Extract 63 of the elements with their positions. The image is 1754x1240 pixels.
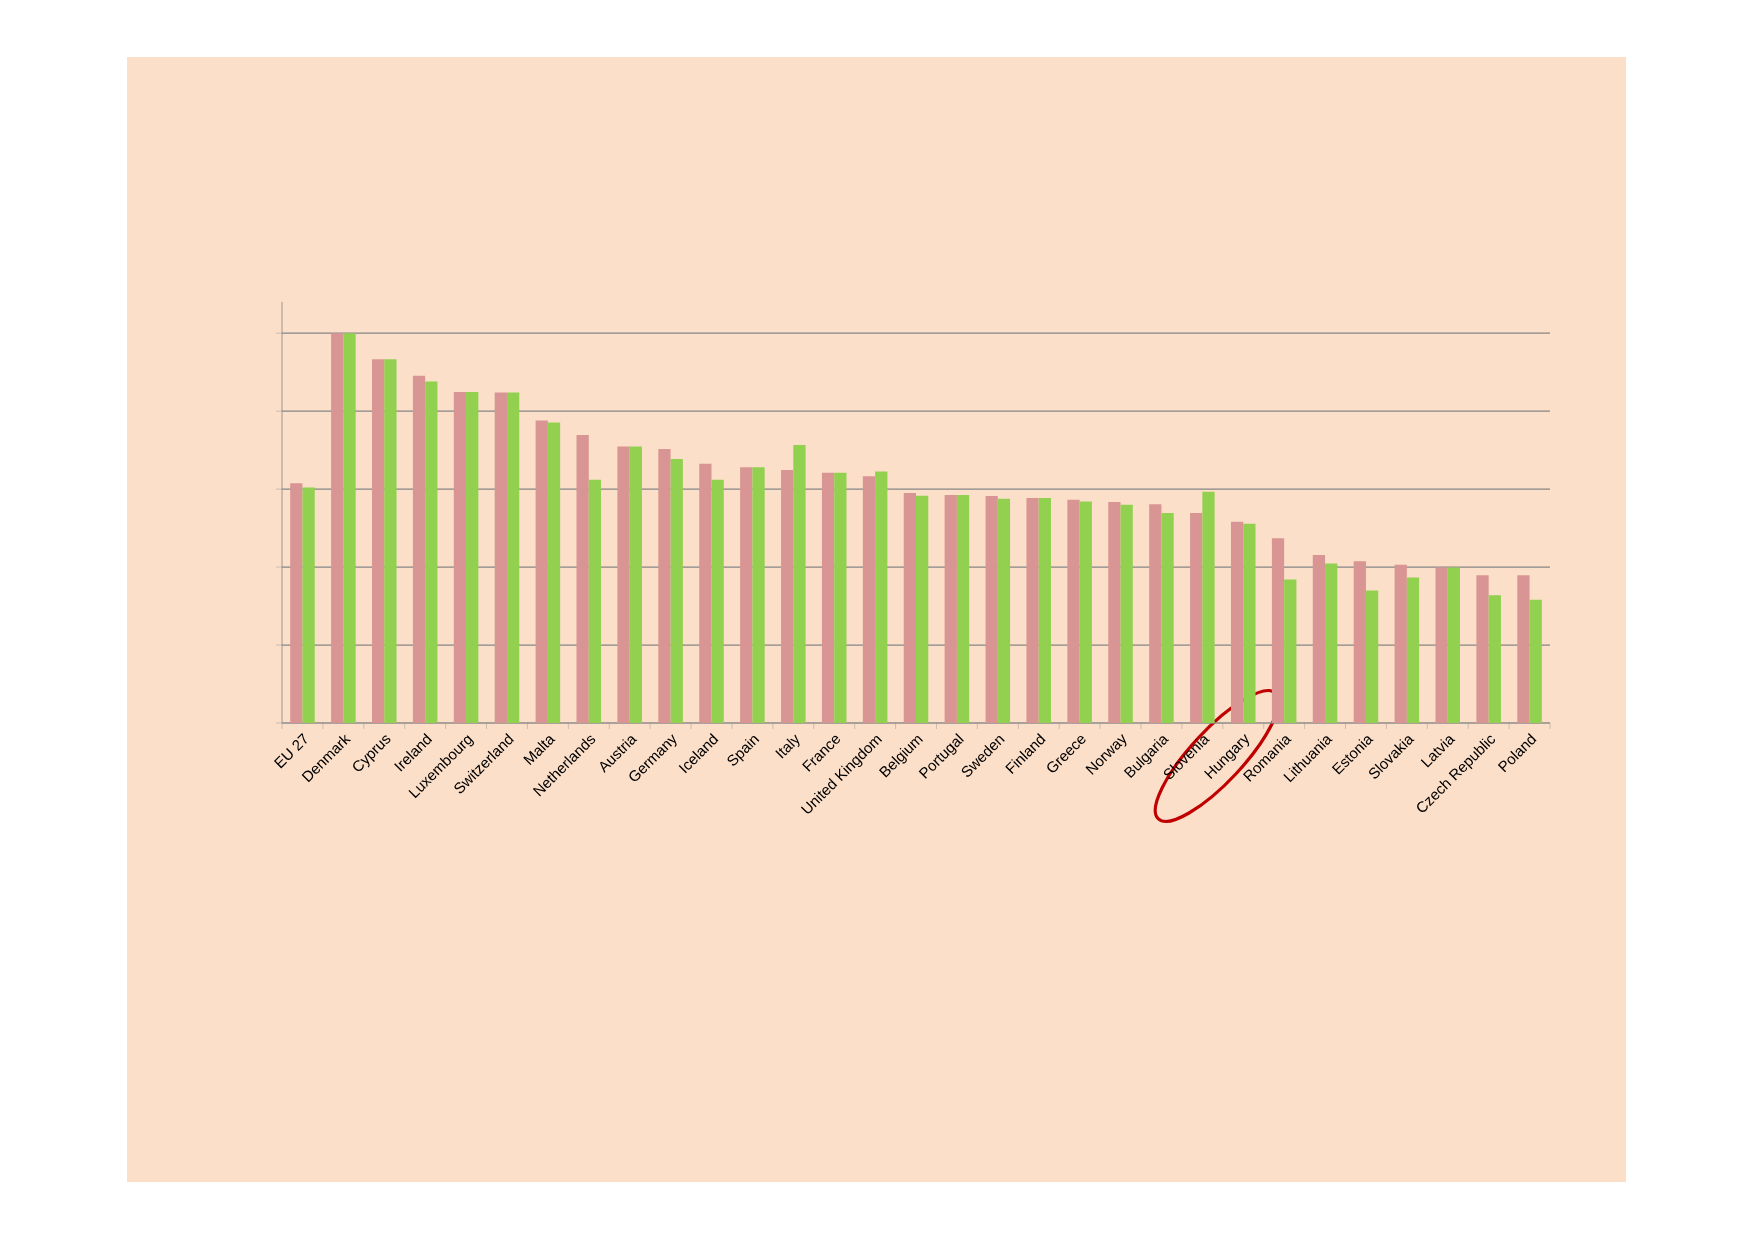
bar	[699, 463, 712, 723]
bar	[1447, 567, 1461, 723]
bar	[916, 495, 929, 723]
bar	[1435, 567, 1448, 723]
bar	[903, 493, 917, 723]
bar	[875, 471, 888, 723]
bar	[629, 446, 642, 723]
bar	[466, 392, 479, 723]
bar	[290, 483, 303, 723]
bar	[670, 459, 683, 723]
bar	[1325, 563, 1338, 723]
bar	[1202, 491, 1215, 723]
bar	[1079, 501, 1092, 723]
bar	[506, 392, 520, 723]
bar	[862, 476, 876, 723]
bar	[1190, 512, 1203, 723]
bar	[1149, 504, 1162, 723]
bar	[834, 472, 847, 723]
bar	[1067, 499, 1080, 723]
bar	[1312, 554, 1326, 723]
bar	[1353, 561, 1366, 723]
bar	[1230, 521, 1244, 723]
bar	[1284, 579, 1297, 723]
bar	[711, 479, 724, 723]
bar	[1026, 498, 1039, 723]
bar	[1406, 577, 1420, 723]
bar	[752, 467, 765, 723]
bar	[985, 496, 998, 723]
bar	[535, 420, 548, 723]
bar	[1120, 504, 1133, 723]
bar	[494, 392, 507, 723]
bar	[658, 448, 671, 723]
bar	[576, 434, 589, 723]
bar	[425, 381, 438, 723]
bar	[1517, 575, 1530, 723]
bar	[956, 494, 970, 723]
bar	[1529, 599, 1542, 723]
bar	[384, 359, 397, 723]
bar	[1161, 512, 1174, 723]
bar	[1365, 590, 1379, 723]
bar	[1394, 564, 1407, 723]
bar	[588, 479, 602, 723]
bar	[1038, 498, 1051, 723]
bar	[821, 472, 835, 723]
bar	[944, 494, 957, 723]
bar	[1488, 595, 1501, 723]
bar	[1243, 523, 1256, 723]
bar	[453, 392, 467, 723]
bar	[1271, 538, 1285, 723]
bar	[371, 359, 385, 723]
bar	[740, 467, 753, 723]
bar	[781, 470, 794, 723]
bar	[331, 333, 344, 723]
bar	[793, 445, 806, 723]
bar	[343, 333, 356, 723]
bar	[547, 422, 561, 723]
bar	[1108, 501, 1121, 723]
bar	[1476, 575, 1489, 723]
bar	[412, 375, 426, 723]
bar	[302, 487, 315, 723]
bar	[997, 498, 1011, 723]
bar	[617, 446, 630, 723]
x-tick-label: Italy	[775, 734, 800, 759]
